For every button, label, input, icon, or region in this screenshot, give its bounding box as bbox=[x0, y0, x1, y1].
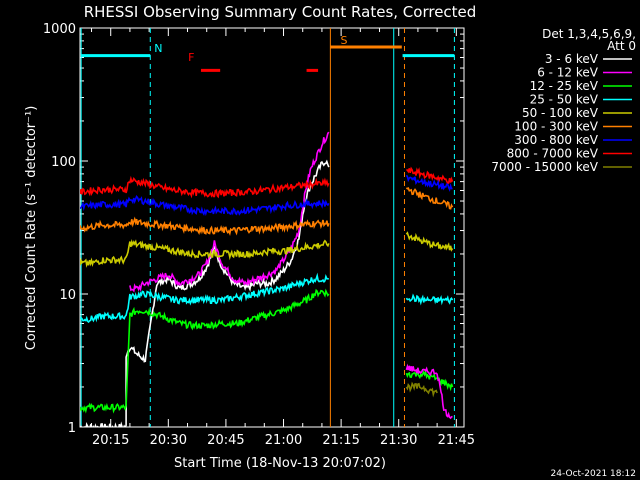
legend-entry-label: 50 - 100 keV bbox=[522, 106, 599, 120]
footer-timestamp: 24-Oct-2021 18:12 bbox=[551, 469, 636, 479]
flag-label: S bbox=[341, 34, 348, 47]
x-tick-label: 21:15 bbox=[322, 433, 359, 448]
legend-entry-label: 300 - 800 keV bbox=[514, 133, 598, 147]
series-line-after-gap bbox=[406, 166, 454, 185]
series-line-after-gap bbox=[405, 293, 454, 306]
series-line bbox=[80, 194, 330, 217]
legend-entry-label: 100 - 300 keV bbox=[514, 120, 598, 134]
series-line bbox=[80, 238, 330, 268]
legend-entry-label: 800 - 7000 keV bbox=[507, 147, 599, 161]
x-tick-label: 20:30 bbox=[150, 433, 187, 448]
chart-title: RHESSI Observing Summary Count Rates, Co… bbox=[84, 3, 477, 21]
series-line bbox=[80, 288, 330, 414]
series-line bbox=[80, 272, 329, 324]
y-axis-label: Corrected Count Rate (s⁻¹ detector⁻¹) bbox=[24, 106, 39, 351]
flag-label: N bbox=[154, 42, 162, 55]
x-tick-label: 20:45 bbox=[207, 433, 244, 448]
series-line-after-gap bbox=[405, 363, 453, 420]
flag-label: F bbox=[188, 51, 194, 64]
series-line bbox=[80, 216, 330, 237]
legend-header: Det 1,3,4,5,6,9, bbox=[542, 27, 636, 41]
legend-header: Att 0 bbox=[607, 39, 636, 53]
x-tick-label: 21:45 bbox=[438, 433, 475, 448]
y-tick-label: 10 bbox=[59, 288, 76, 303]
y-tick-label: 100 bbox=[51, 155, 76, 170]
series-group: N F S bbox=[80, 28, 455, 427]
legend-entry-label: 7000 - 15000 keV bbox=[491, 160, 598, 174]
series-line-after-gap bbox=[405, 231, 454, 252]
x-tick-label: 21:00 bbox=[265, 433, 302, 448]
legend-entry-label: 6 - 12 keV bbox=[537, 66, 599, 80]
legend-entry-label: 3 - 6 keV bbox=[545, 52, 599, 66]
series-line-after-gap bbox=[405, 368, 454, 392]
series-line bbox=[80, 159, 330, 427]
series-line-after-gap bbox=[405, 174, 453, 192]
series-line-after-gap bbox=[405, 381, 438, 398]
plot-area: 1 10 100 1000 20:15 20:30 20:45 21:00 21:15 21:30… bbox=[43, 22, 475, 448]
series-line bbox=[129, 131, 330, 293]
x-tick-label: 21:30 bbox=[380, 433, 417, 448]
legend-entry-label: 12 - 25 keV bbox=[530, 79, 599, 93]
series-line-after-gap bbox=[405, 187, 454, 210]
legend-entry-label: 25 - 50 keV bbox=[530, 93, 599, 107]
x-tick-label: 20:15 bbox=[92, 433, 129, 448]
series-line bbox=[80, 175, 330, 199]
x-axis-label: Start Time (18-Nov-13 20:07:02) bbox=[174, 456, 386, 471]
y-tick-label: 1000 bbox=[43, 22, 76, 37]
y-tick-label: 1 bbox=[68, 421, 76, 436]
